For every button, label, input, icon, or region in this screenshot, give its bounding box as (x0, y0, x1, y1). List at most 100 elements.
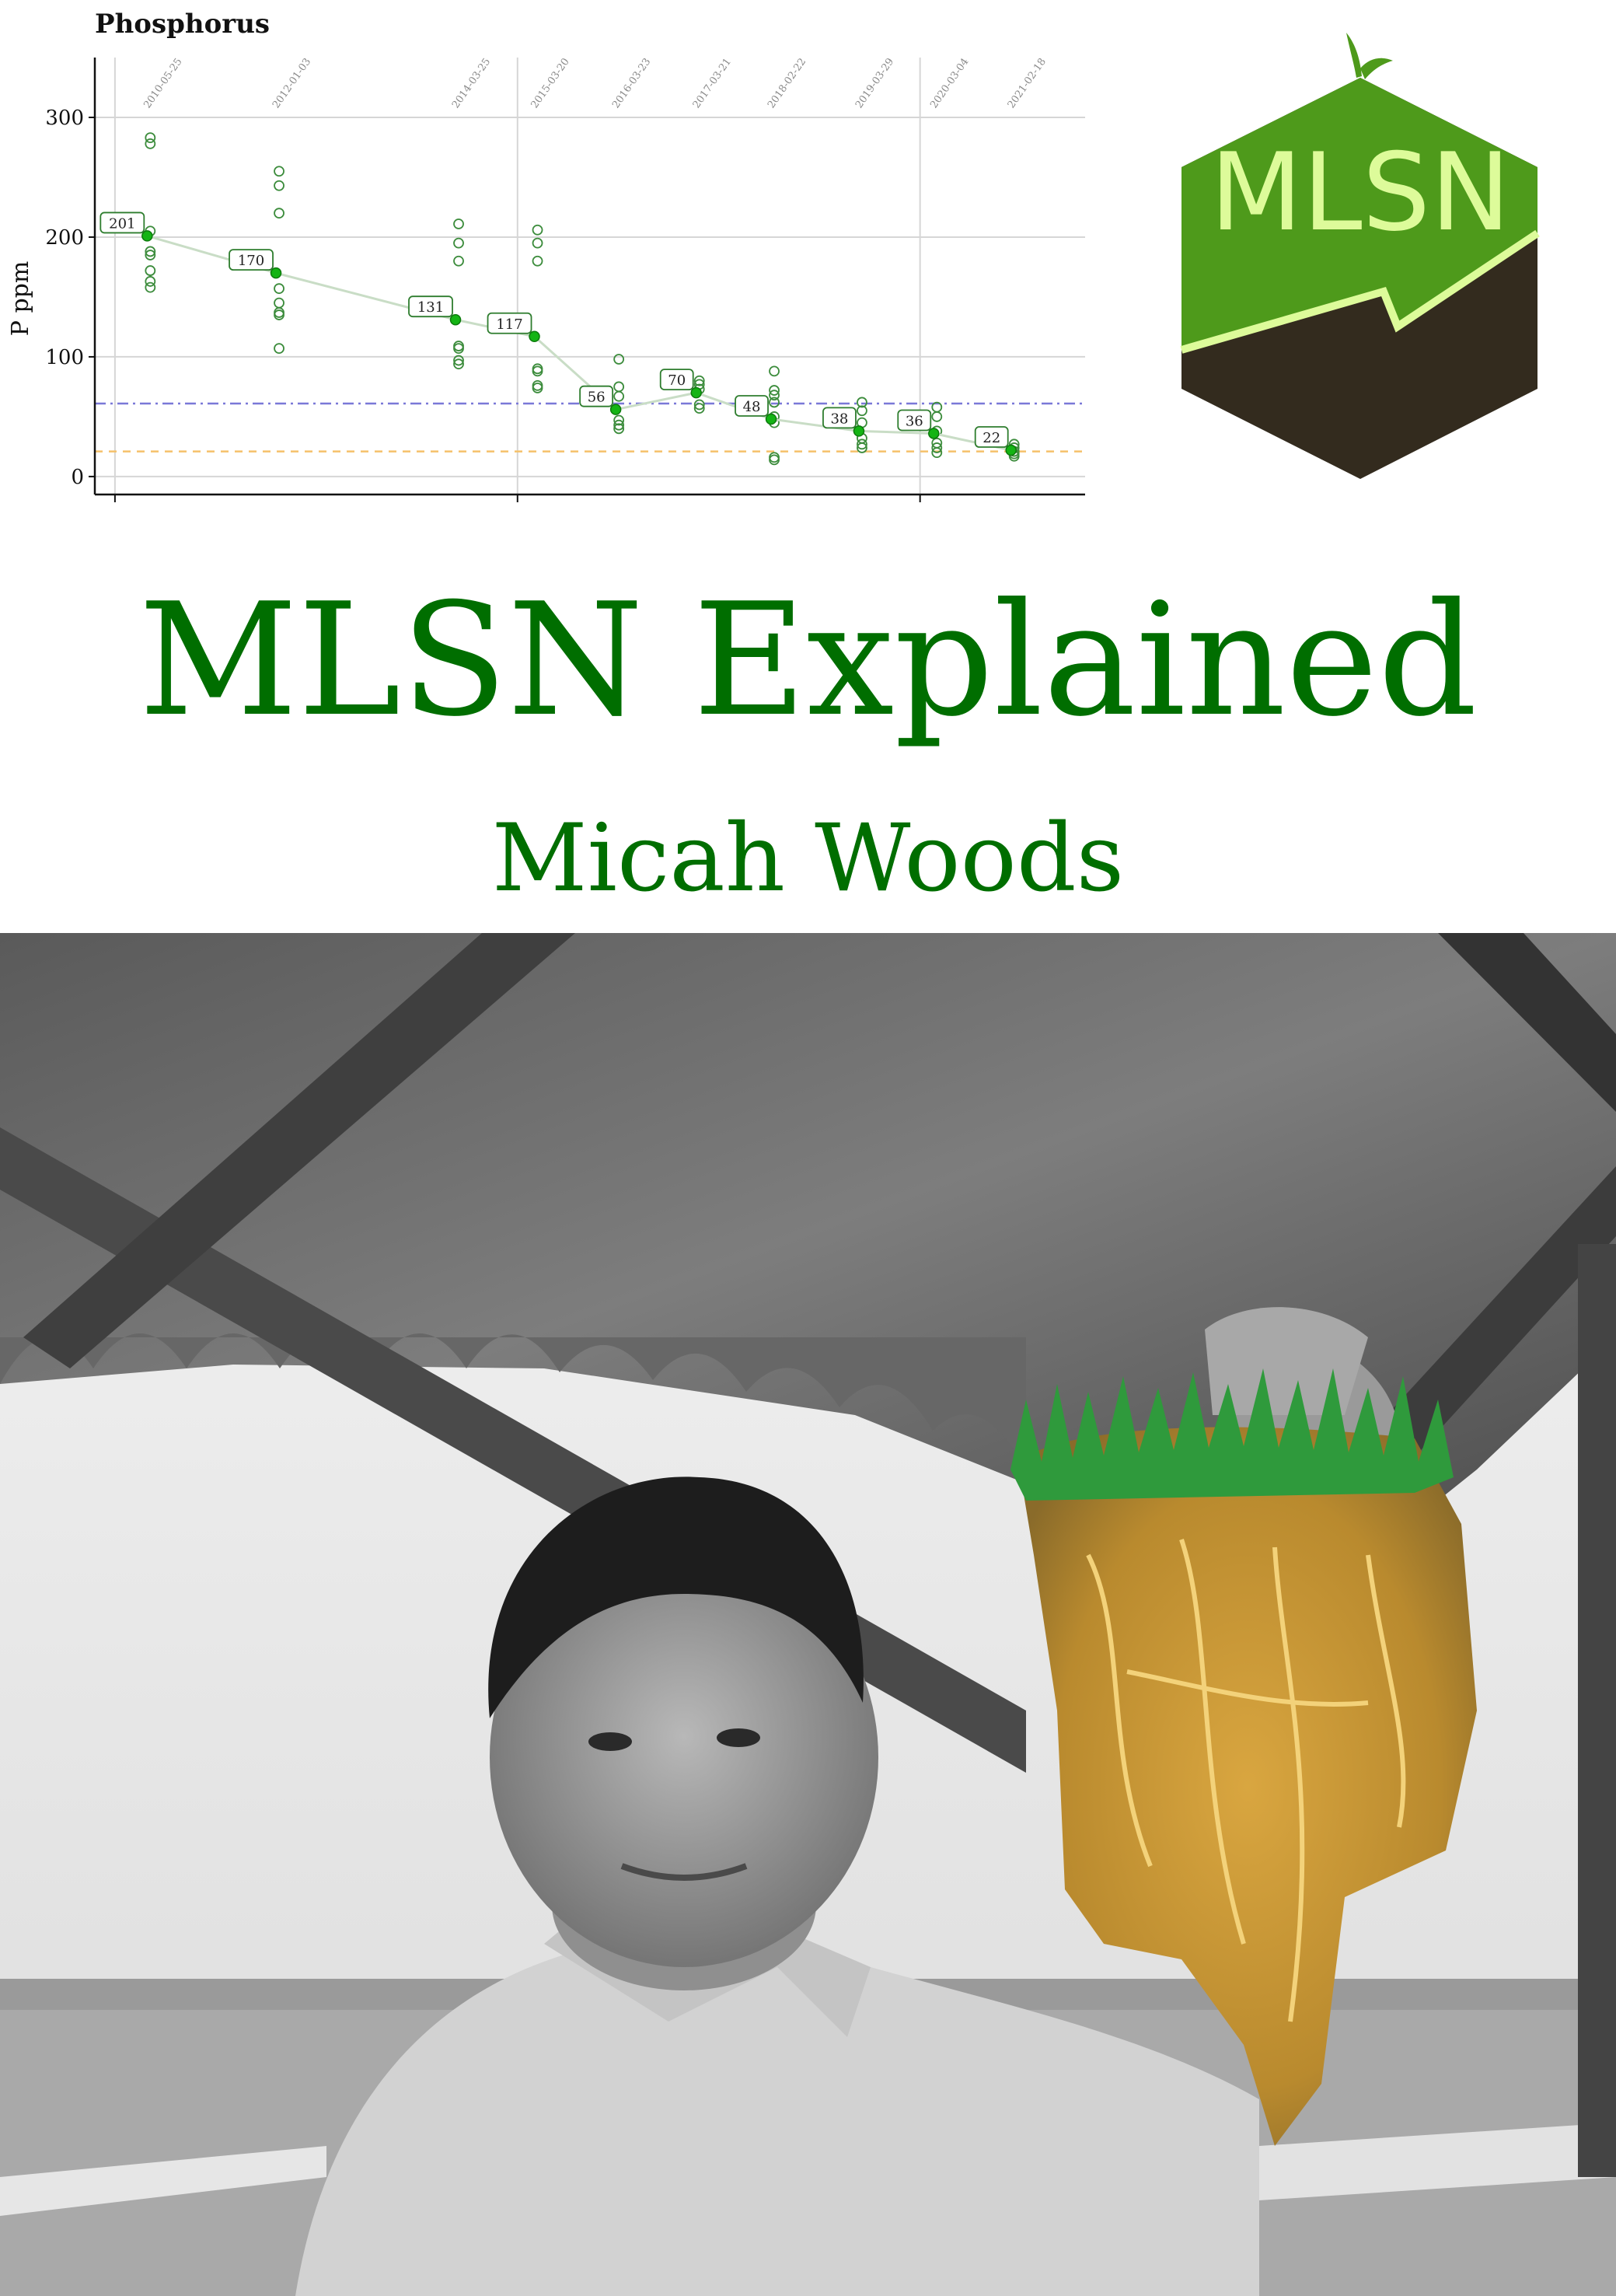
sample-point (453, 255, 464, 267)
sample-point (769, 397, 780, 408)
sample-point (613, 390, 625, 402)
sample-point (274, 297, 284, 309)
median-point (529, 330, 540, 343)
date-labels: 2010-05-25 2012-01-03 2014-03-25 2015-03-20… (141, 56, 1049, 110)
median-label-box (659, 369, 694, 391)
sample-point (857, 442, 867, 453)
sample-point (532, 255, 543, 267)
median-point (928, 428, 940, 439)
sample-point (145, 265, 156, 276)
median-label: 131 (417, 299, 444, 316)
sample-point (145, 132, 156, 144)
y-tick-label: 200 (45, 226, 84, 250)
sample-point (693, 403, 705, 414)
y-axis-label: P ppm (7, 261, 34, 337)
person-mouth (620, 1863, 748, 1881)
sample-point (613, 381, 625, 393)
median-label-box (735, 395, 769, 417)
median-label: 117 (496, 316, 522, 333)
root-strands (1086, 1539, 1406, 2022)
logo-hexagon-green (1181, 78, 1537, 350)
person-face (490, 1547, 878, 1967)
sample-point (145, 246, 156, 257)
median-label: 22 (983, 430, 1000, 446)
sample-point (857, 397, 867, 408)
date-label: 2017-03-21 (691, 56, 734, 110)
sample-point (613, 423, 625, 435)
date-label: 2019-03-29 (853, 56, 896, 110)
sample-point (769, 385, 780, 396)
median-label-box (487, 312, 532, 334)
chart-title: Phosphorus (95, 9, 270, 40)
sample-point (532, 237, 543, 249)
sample-point (532, 383, 543, 393)
median-point (690, 386, 702, 399)
sample-point (453, 218, 464, 229)
person-eye-right (717, 1728, 760, 1747)
median-label: 70 (668, 372, 686, 389)
sample-point (693, 399, 705, 411)
sample-point (613, 419, 625, 431)
sample-point (274, 208, 284, 219)
date-label: 2016-03-23 (610, 56, 653, 110)
logo-divider-line (1180, 229, 1540, 354)
date-label: 2021-02-18 (1006, 56, 1049, 110)
reference-lines (95, 402, 1085, 453)
cover-photo (0, 933, 1616, 2296)
median-label-box (974, 426, 1009, 448)
median-label-box (229, 249, 274, 271)
roof-beam-right (1438, 933, 1616, 1112)
median-label: 201 (109, 215, 135, 232)
median-point (853, 425, 865, 437)
person-eye-left (588, 1732, 632, 1751)
median-label-box (99, 211, 145, 234)
sample-point (857, 405, 867, 417)
sample-points (145, 132, 1020, 466)
median-label-box (408, 295, 453, 318)
sample-point (274, 180, 284, 191)
median-point (449, 313, 462, 326)
sample-point (613, 354, 625, 365)
sample-point (532, 224, 543, 236)
sample-point (769, 365, 780, 377)
sample-point (145, 138, 156, 149)
median-label: 170 (238, 253, 264, 269)
date-label: 2015-03-20 (529, 56, 572, 110)
median-label-box (897, 409, 932, 432)
sample-point (274, 343, 284, 355)
sample-point (274, 309, 284, 320)
date-label: 2020-03-04 (928, 56, 971, 110)
median-point (1005, 444, 1017, 456)
sample-point (453, 237, 464, 249)
median-label-box (822, 407, 857, 429)
shelter-post (1578, 1244, 1616, 2177)
sample-point (145, 276, 156, 287)
date-label: 2014-03-25 (450, 56, 493, 110)
median-label: 38 (830, 411, 848, 427)
sample-point (931, 411, 943, 422)
median-label: 56 (588, 390, 606, 406)
person-hair (488, 1476, 864, 1718)
turf-core-roots-icon (1018, 1427, 1477, 2146)
roof-scalloped-edge (0, 1333, 1026, 1470)
sample-point (453, 355, 464, 366)
date-label: 2012-01-03 (270, 56, 313, 110)
median-point (765, 413, 777, 425)
median-series: 201 170 131 117 56 70 48 38 36 22 (99, 211, 1017, 456)
sprout-icon (1346, 33, 1393, 79)
date-label: 2018-02-22 (766, 56, 808, 110)
sample-point (274, 166, 284, 177)
logo-text: MLSN (1210, 130, 1511, 255)
median-point (609, 404, 622, 415)
median-label: 48 (743, 399, 761, 415)
median-label-box (579, 385, 614, 407)
median-line (146, 234, 1012, 452)
water-strip (0, 2146, 326, 2216)
sample-point (931, 447, 943, 459)
sample-point (453, 358, 464, 370)
y-tick-label: 300 (45, 107, 84, 130)
mlsn-logo: MLSN (1180, 33, 1540, 479)
sample-point (453, 343, 464, 355)
sample-point (769, 390, 780, 401)
